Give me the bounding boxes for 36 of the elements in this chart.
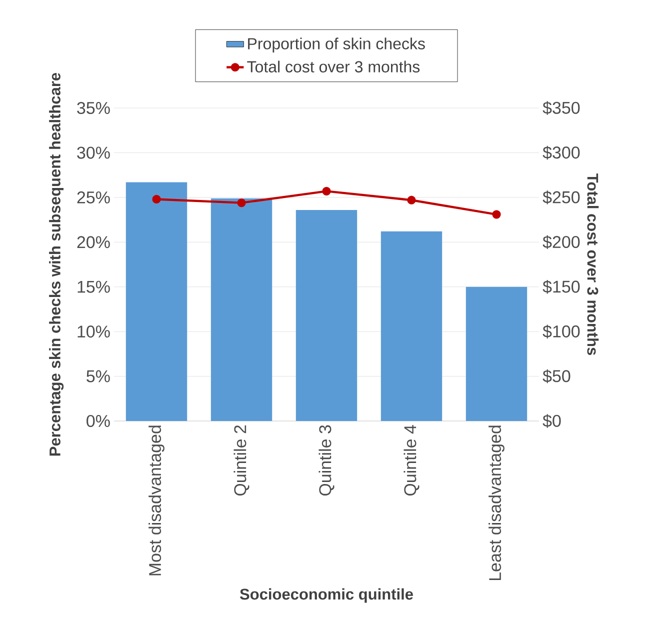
y-tick-label: 0% [86, 414, 110, 428]
y2-tick-label: $250 [542, 190, 580, 204]
legend-label: Proportion of skin checks [248, 38, 425, 53]
x-tick-label: Least disadvantaged [488, 426, 504, 580]
y2-tick-label: $50 [542, 369, 570, 384]
x-tick-label: Quintile 4 [404, 425, 420, 496]
y-tick-label: 25% [77, 191, 110, 204]
y2-tick-label: $300 [542, 146, 580, 160]
y2-axis-title: Total cost over 3 months [587, 174, 599, 356]
bar [126, 182, 188, 421]
x-tick-label: Most disadvantaged [148, 426, 164, 576]
point [322, 186, 331, 196]
point [407, 196, 416, 204]
x-tick-label: Quintile 2 [234, 425, 250, 496]
point [152, 194, 161, 204]
x-tick-label: Quintile 3 [318, 425, 334, 496]
bar [296, 210, 358, 421]
y2-tick-label: $150 [542, 280, 580, 294]
bar [380, 231, 442, 421]
y2-tick-label: $200 [542, 235, 580, 250]
bar [210, 198, 272, 421]
y-tick-label: 20% [77, 236, 110, 248]
y-tick-label: 15% [78, 280, 110, 293]
point [492, 210, 501, 219]
y2-tick-label: $100 [542, 324, 580, 338]
y2-tick-label: $350 [542, 101, 580, 115]
x-axis-title: Socioeconomic quintile [240, 588, 413, 603]
y-tick-label: 30% [77, 146, 110, 159]
y-tick-label: 5% [86, 370, 110, 382]
y-tick-label: 10% [78, 326, 110, 338]
legend-label: Total cost over 3 months [247, 60, 420, 72]
y2-tick-label: $0 [542, 414, 561, 428]
y-tick-label: 35% [77, 102, 110, 114]
bar [466, 286, 528, 421]
y-axis-title: Percentage skin checks with subsequent healthcare [49, 72, 64, 456]
point [237, 198, 246, 208]
